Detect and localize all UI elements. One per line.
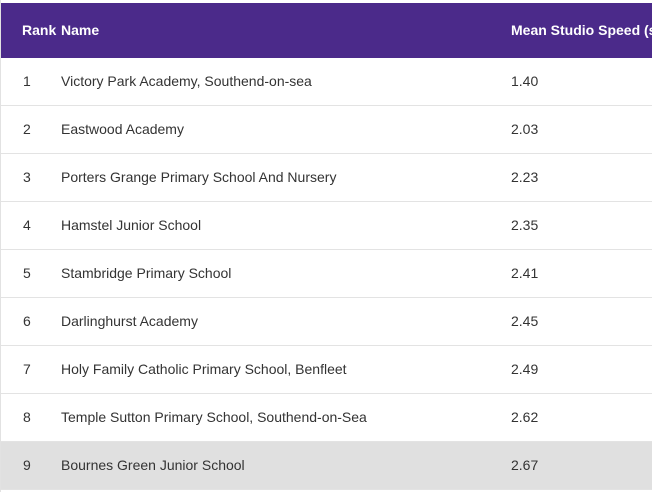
row-rank: 1 [23,73,31,89]
row-name: Darlinghurst Academy [61,313,198,329]
row-speed: 2.03 [511,121,539,137]
table-row[interactable]: 1 Victory Park Academy, Southend-on-sea … [1,58,652,106]
header-mean-studio-speed[interactable]: Mean Studio Speed (se [511,22,652,38]
row-rank: 3 [23,169,31,185]
row-name: Bournes Green Junior School [61,457,245,473]
row-rank: 5 [23,265,31,281]
row-speed: 2.23 [511,169,539,185]
table-row[interactable]: 6 Darlinghurst Academy 2.45 [1,298,652,346]
row-rank: 6 [23,313,31,329]
row-name: Temple Sutton Primary School, Southend-o… [61,409,367,425]
header-rank[interactable]: Rank [22,22,57,38]
row-name: Eastwood Academy [61,121,184,137]
row-name: Porters Grange Primary School And Nurser… [61,169,337,185]
row-rank: 7 [23,361,31,377]
row-rank: 4 [23,217,31,233]
row-rank: 8 [23,409,31,425]
table-row[interactable]: 4 Hamstel Junior School 2.35 [1,202,652,250]
row-speed: 2.45 [511,313,539,329]
row-rank: 9 [23,457,31,473]
row-name: Stambridge Primary School [61,265,232,281]
row-speed: 2.35 [511,217,539,233]
row-name: Hamstel Junior School [61,217,202,233]
row-speed: 2.67 [511,457,539,473]
header-name[interactable]: Name [61,22,100,38]
table-row[interactable]: 3 Porters Grange Primary School And Nurs… [1,154,652,202]
row-name: Victory Park Academy, Southend-on-sea [61,73,312,89]
row-speed: 1.40 [511,73,539,89]
table-row-highlighted[interactable]: 9 Bournes Green Junior School 2.67 [1,442,652,490]
table-row[interactable]: 5 Stambridge Primary School 2.41 [1,250,652,298]
table-header: Rank Name Mean Studio Speed (se [1,3,652,58]
row-name: Holy Family Catholic Primary School, Ben… [61,361,347,377]
row-speed: 2.41 [511,265,539,281]
table-row[interactable]: 8 Temple Sutton Primary School, Southend… [1,394,652,442]
table-row[interactable]: 2 Eastwood Academy 2.03 [1,106,652,154]
row-rank: 2 [23,121,31,137]
table-row[interactable]: 7 Holy Family Catholic Primary School, B… [1,346,652,394]
row-speed: 2.62 [511,409,539,425]
row-speed: 2.49 [511,361,539,377]
